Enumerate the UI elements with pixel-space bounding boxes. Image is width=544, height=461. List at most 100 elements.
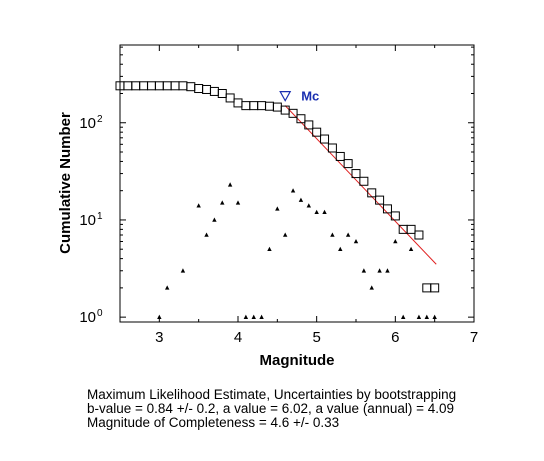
square-point (430, 283, 440, 293)
triangle-series (157, 182, 437, 319)
square-point (209, 86, 219, 96)
triangle-point (322, 209, 327, 215)
square-point (139, 81, 149, 91)
square-point (359, 176, 369, 186)
x-axis-label: Magnitude (260, 352, 335, 369)
triangle-point (196, 203, 201, 208)
square-point (170, 81, 180, 91)
square-point (312, 127, 322, 137)
y-tick-label: 10 (79, 309, 96, 326)
square-point (123, 81, 133, 91)
triangle-point (235, 200, 241, 205)
y-axis-label: Cumulative Number (57, 112, 74, 254)
y-tick-exponent: 1 (97, 211, 103, 222)
square-point (296, 114, 306, 124)
triangle-point (251, 314, 256, 319)
y-tick-label: 10 (79, 115, 96, 132)
mc-triangle-icon (279, 91, 292, 102)
triangle-point (393, 239, 398, 244)
x-tick-label: 3 (155, 329, 163, 346)
square-point (249, 101, 259, 111)
square-point (202, 84, 212, 94)
square-point (327, 143, 337, 153)
plot-frame (119, 44, 475, 323)
triangle-point (157, 314, 162, 319)
square-point (257, 101, 267, 111)
caption: Maximum Likelihood Estimate, Uncertainti… (87, 388, 456, 430)
square-point (264, 101, 274, 111)
square-point (375, 195, 385, 205)
square-point (241, 101, 251, 111)
y-tick-exponent: 2 (97, 114, 103, 125)
triangle-point (227, 182, 233, 187)
square-point (272, 102, 282, 112)
square-point (335, 151, 345, 161)
mc-label: Mc (301, 89, 319, 104)
triangle-point (290, 188, 296, 193)
triangle-point (180, 268, 186, 273)
square-point (194, 84, 204, 94)
square-point (131, 81, 141, 91)
square-point (422, 283, 432, 293)
triangle-point (314, 209, 319, 215)
mc-marker: Mc (279, 89, 319, 104)
x-tick-label: 4 (234, 329, 242, 346)
caption-line-method: Maximum Likelihood Estimate, Uncertainti… (87, 387, 457, 402)
square-point (367, 188, 377, 198)
square-point (343, 159, 353, 169)
square-point (178, 81, 188, 91)
triangle-point (353, 239, 359, 244)
triangle-point (432, 314, 437, 319)
square-point (288, 108, 298, 118)
triangle-point (283, 232, 288, 237)
triangle-point (369, 285, 374, 290)
triangle-point (220, 200, 225, 205)
x-tick-label: 5 (312, 329, 320, 346)
triangle-point (338, 246, 343, 252)
square-series (115, 81, 440, 293)
square-point (320, 134, 330, 144)
triangle-point (361, 268, 367, 273)
triangle-point (259, 314, 264, 319)
triangle-point (212, 217, 217, 222)
square-point (280, 105, 290, 115)
triangle-point (401, 314, 406, 319)
x-tick-labels: 3 4 5 6 7 (155, 329, 478, 346)
triangle-point (385, 268, 390, 273)
triangle-point (330, 232, 335, 237)
square-point (162, 81, 172, 91)
triangle-point (267, 246, 272, 252)
triangle-point (204, 232, 209, 237)
caption-line-bvalue: b-value = 0.84 +/- 0.2, a value = 6.02, … (87, 401, 455, 416)
square-point (233, 98, 243, 108)
caption-line-mc: Magnitude of Completeness = 4.6 +/- 0.33 (87, 415, 340, 430)
triangle-point (243, 314, 249, 319)
triangle-point (377, 268, 382, 273)
triangle-point (416, 314, 422, 319)
triangle-point (345, 232, 351, 237)
square-point (382, 204, 392, 214)
axis-ticks (119, 45, 475, 322)
x-tick-label: 7 (470, 329, 478, 346)
square-point (146, 81, 156, 91)
triangle-point (424, 314, 429, 319)
square-point (186, 82, 196, 92)
square-point (406, 224, 416, 234)
triangle-point (275, 206, 280, 211)
square-point (225, 93, 235, 103)
triangle-point (165, 285, 170, 290)
square-point (414, 230, 424, 240)
square-point (351, 169, 361, 179)
x-tick-label: 6 (391, 329, 399, 346)
triangle-point (298, 197, 304, 202)
square-point (390, 211, 400, 221)
y-tick-exponent: 0 (97, 308, 103, 319)
square-point (154, 81, 164, 91)
triangle-point (306, 203, 311, 208)
square-point (217, 88, 227, 98)
triangle-point (408, 246, 414, 252)
square-point (304, 120, 314, 130)
y-tick-label: 10 (79, 212, 96, 229)
